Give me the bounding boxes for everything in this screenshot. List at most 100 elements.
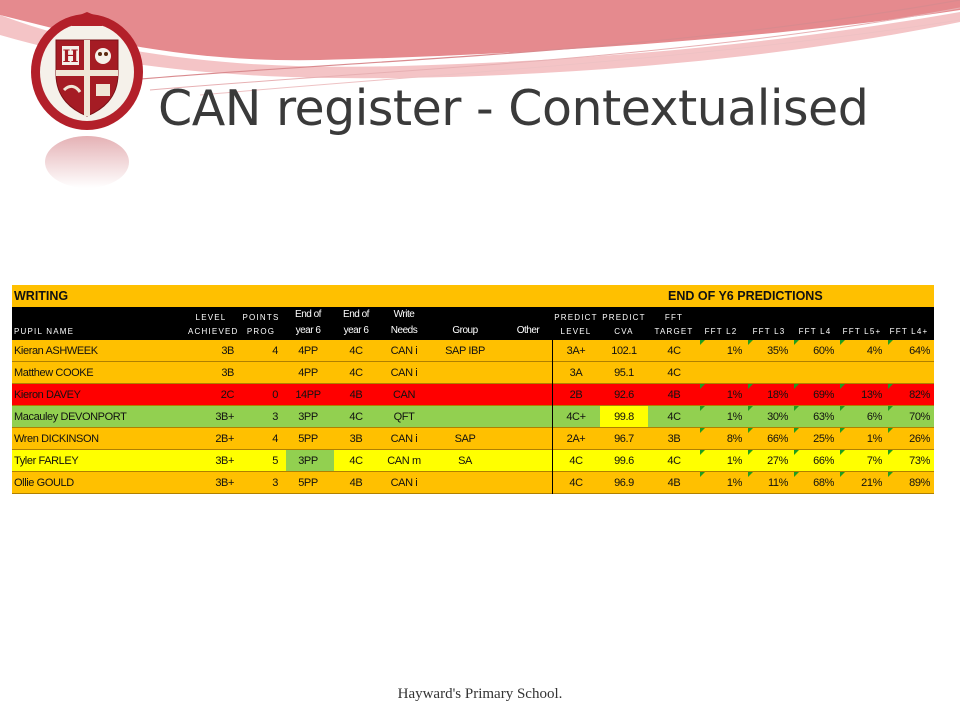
cell-end-year6-b: 4B bbox=[349, 389, 363, 401]
table-row: Matthew COOKE 3B 4PP 4C CAN i 3A 95.1 4C bbox=[12, 362, 934, 384]
cell-other bbox=[506, 407, 550, 427]
cell-group: SAP bbox=[454, 433, 476, 445]
cell-other bbox=[506, 429, 550, 449]
cell-other bbox=[506, 451, 550, 471]
col-other: Other bbox=[516, 325, 540, 336]
cell-group bbox=[440, 385, 490, 405]
col-fft-l2: FFT L2 bbox=[704, 327, 738, 336]
cell-end-year6-b: 4C bbox=[349, 367, 363, 379]
col-points-1: POINTS bbox=[242, 313, 280, 322]
comment-marker-icon bbox=[888, 472, 893, 477]
cell-level-achieved: 3B+ bbox=[215, 455, 234, 467]
cell-end-year6-a: 4PP bbox=[298, 367, 318, 379]
slide-title: CAN register - Contextualised bbox=[158, 80, 869, 137]
cell-fft-l4: 60% bbox=[813, 345, 834, 357]
comment-marker-icon bbox=[748, 450, 753, 455]
comment-marker-icon bbox=[840, 406, 845, 411]
cell-fft-l2: 1% bbox=[726, 389, 743, 401]
cell-end-year6-a: 5PP bbox=[298, 433, 318, 445]
comment-marker-icon bbox=[840, 384, 845, 389]
col-fft-l3: FFT L3 bbox=[752, 327, 786, 336]
cell-group: SAP IBP bbox=[445, 345, 485, 357]
col-fft-l5plus: FFT L5+ bbox=[842, 327, 882, 336]
cell-pupil-name: Kieron DAVEY bbox=[14, 389, 81, 401]
slide-footer: Hayward's Primary School. bbox=[397, 686, 563, 702]
col-write-needs-1: Write bbox=[393, 309, 415, 320]
comment-marker-icon bbox=[700, 472, 705, 477]
comment-marker-icon bbox=[794, 340, 799, 345]
cell-fft-l5plus: 7% bbox=[866, 455, 883, 467]
cell-predict-level: 4C bbox=[569, 455, 583, 467]
cell-predict-cva: 95.1 bbox=[614, 367, 634, 379]
cell-highlight bbox=[286, 450, 334, 471]
cell-fft-l5plus: 13% bbox=[861, 389, 882, 401]
comment-marker-icon bbox=[888, 428, 893, 433]
cell-end-year6-b: 4C bbox=[349, 455, 363, 467]
cell-predict-cva: 96.9 bbox=[614, 477, 634, 489]
cell-fft-l3: 66% bbox=[767, 433, 788, 445]
col-end-year6-b-1: End of bbox=[343, 309, 369, 320]
cell-end-year6-a: 4PP bbox=[298, 345, 318, 357]
cell-fft-l3 bbox=[746, 363, 788, 383]
cell-end-year6-a: 3PP bbox=[298, 411, 318, 423]
cell-predict-cva: 102.1 bbox=[611, 345, 637, 357]
cell-write-needs: CAN bbox=[392, 389, 416, 401]
cell-other bbox=[506, 341, 550, 361]
cell-pupil-name: Ollie GOULD bbox=[14, 477, 74, 489]
cell-write-needs: CAN i bbox=[390, 345, 418, 357]
cell-highlight bbox=[600, 406, 648, 427]
cell-level-achieved: 3B bbox=[221, 367, 234, 379]
comment-marker-icon bbox=[840, 472, 845, 477]
table-row: Kieron DAVEY 2C 0 14PP 4B CAN 2B 92.6 4B 1% 18% 69%… bbox=[12, 384, 934, 406]
col-fft-target-2: TARGET bbox=[654, 327, 694, 336]
comment-marker-icon bbox=[748, 406, 753, 411]
col-fft-target-1: FFT bbox=[664, 313, 684, 322]
col-end-year6-a-1: End of bbox=[295, 309, 321, 320]
column-divider bbox=[552, 340, 553, 494]
svg-text:H: H bbox=[62, 47, 78, 67]
comment-marker-icon bbox=[888, 340, 893, 345]
col-points-2: PROG bbox=[246, 327, 276, 336]
cell-other bbox=[506, 363, 550, 383]
comment-marker-icon bbox=[840, 340, 845, 345]
col-predict-level-1: PREDICT bbox=[554, 313, 598, 322]
cell-points-prog: 3 bbox=[272, 411, 278, 423]
cell-fft-l5plus: 6% bbox=[866, 411, 883, 423]
cell-fft-target: 4B bbox=[667, 389, 681, 401]
cell-level-achieved: 2B+ bbox=[215, 433, 234, 445]
comment-marker-icon bbox=[888, 384, 893, 389]
cell-fft-target: 4C bbox=[667, 411, 681, 423]
cell-end-year6-a: 5PP bbox=[298, 477, 318, 489]
comment-marker-icon bbox=[700, 384, 705, 389]
table-header: PUPIL NAME LEVEL ACHIEVED POINTS PROG En… bbox=[12, 307, 934, 340]
cell-fft-l2: 1% bbox=[726, 477, 743, 489]
cell-other bbox=[506, 473, 550, 493]
cell-points-prog bbox=[238, 363, 278, 383]
cell-fft-l3: 30% bbox=[767, 411, 788, 423]
comment-marker-icon bbox=[888, 406, 893, 411]
cell-pupil-name: Kieran ASHWEEK bbox=[14, 345, 98, 357]
cell-points-prog: 4 bbox=[272, 433, 278, 445]
cell-predict-level: 4C+ bbox=[566, 411, 586, 423]
section-band: WRITING END OF Y6 PREDICTIONS bbox=[12, 285, 934, 307]
cell-end-year6-a: 14PP bbox=[295, 389, 321, 401]
can-register-table: WRITING END OF Y6 PREDICTIONS PUPIL NAME… bbox=[12, 285, 934, 494]
cell-fft-l4plus bbox=[886, 363, 930, 383]
cell-pupil-name: Tyler FARLEY bbox=[14, 455, 79, 467]
cell-fft-l3: 35% bbox=[767, 345, 788, 357]
cell-group: SA bbox=[458, 455, 472, 467]
comment-marker-icon bbox=[794, 450, 799, 455]
cell-predict-cva: 96.7 bbox=[614, 433, 634, 445]
table-row: Tyler FARLEY 3B+ 5 3PP 4C CAN m SA 4C 99.6 4C 1% 27… bbox=[12, 450, 934, 472]
table-row: Macauley DEVONPORT 3B+ 3 3PP 4C QFT 4C+ 99.8 4C 1… bbox=[12, 406, 934, 428]
table-row: Ollie GOULD 3B+ 3 5PP 4B CAN i 4C 96.9 4B 1% 11% 68… bbox=[12, 472, 934, 494]
cell-predict-level: 4C bbox=[569, 477, 583, 489]
cell-fft-l4plus: 26% bbox=[909, 433, 930, 445]
cell-write-needs: CAN i bbox=[390, 367, 418, 379]
cell-write-needs: CAN i bbox=[390, 433, 418, 445]
cell-predict-level: 3A+ bbox=[566, 345, 586, 357]
cell-level-achieved: 3B+ bbox=[215, 411, 234, 423]
cell-fft-l4plus: 82% bbox=[909, 389, 930, 401]
comment-marker-icon bbox=[888, 450, 893, 455]
cell-fft-target: 4C bbox=[667, 367, 681, 379]
